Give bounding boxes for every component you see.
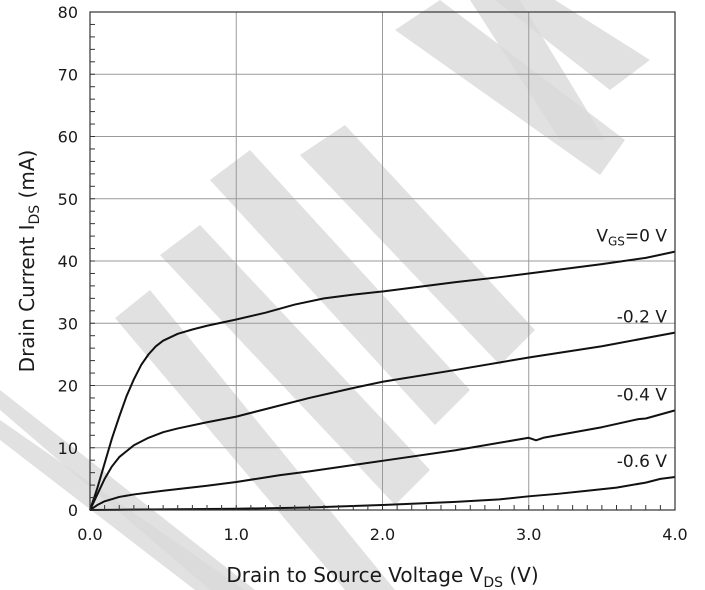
- x-tick-label: 2.0: [370, 525, 395, 544]
- y-tick-label: 50: [58, 190, 78, 209]
- y-tick-label: 60: [58, 128, 78, 147]
- x-axis-title: Drain to Source Voltage VDS (V): [226, 563, 538, 590]
- series-line-2: [89, 409, 676, 511]
- series-label-3: -0.6 V: [617, 452, 668, 472]
- watermark-stroke: [160, 225, 430, 505]
- watermark-stroke: [0, 390, 255, 590]
- watermark-stroke: [495, 0, 650, 90]
- series-line-1: [89, 331, 676, 511]
- watermark-stroke: [115, 290, 395, 590]
- y-tick-label: 0: [68, 501, 78, 520]
- y-tick-label: 10: [58, 439, 78, 458]
- series-line-0: [89, 250, 676, 511]
- y-tick-label: 30: [58, 314, 78, 333]
- y-tick-label: 70: [58, 65, 78, 84]
- y-tick-label: 80: [58, 3, 78, 22]
- grid: [89, 11, 676, 511]
- axis-ticks: [89, 11, 676, 511]
- x-tick-label: 4.0: [662, 525, 687, 544]
- series-label-1: -0.2 V: [617, 308, 668, 328]
- series-line-3: [89, 476, 676, 511]
- y-axis-title: Drain Current IDS (mA): [15, 150, 43, 373]
- y-tick-label: 20: [58, 377, 78, 396]
- x-tick-label: 1.0: [224, 525, 249, 544]
- series-label-2: -0.4 V: [617, 385, 668, 405]
- y-tick-label: 40: [58, 252, 78, 271]
- watermark-stroke: [470, 0, 605, 140]
- watermark-stroke: [300, 125, 535, 365]
- series-label-0: VGS=0 V: [596, 227, 667, 249]
- preliminary-watermark: [0, 0, 650, 590]
- x-tick-label: 0.0: [77, 525, 102, 544]
- series-lines: [89, 250, 676, 511]
- watermark-stroke: [210, 150, 470, 425]
- labels: 0 10 20 30 40 50 60 70 80 0.0 1.0 2.0 3.0 4.0 Drain to…: [15, 3, 688, 590]
- x-tick-label: 3.0: [516, 525, 541, 544]
